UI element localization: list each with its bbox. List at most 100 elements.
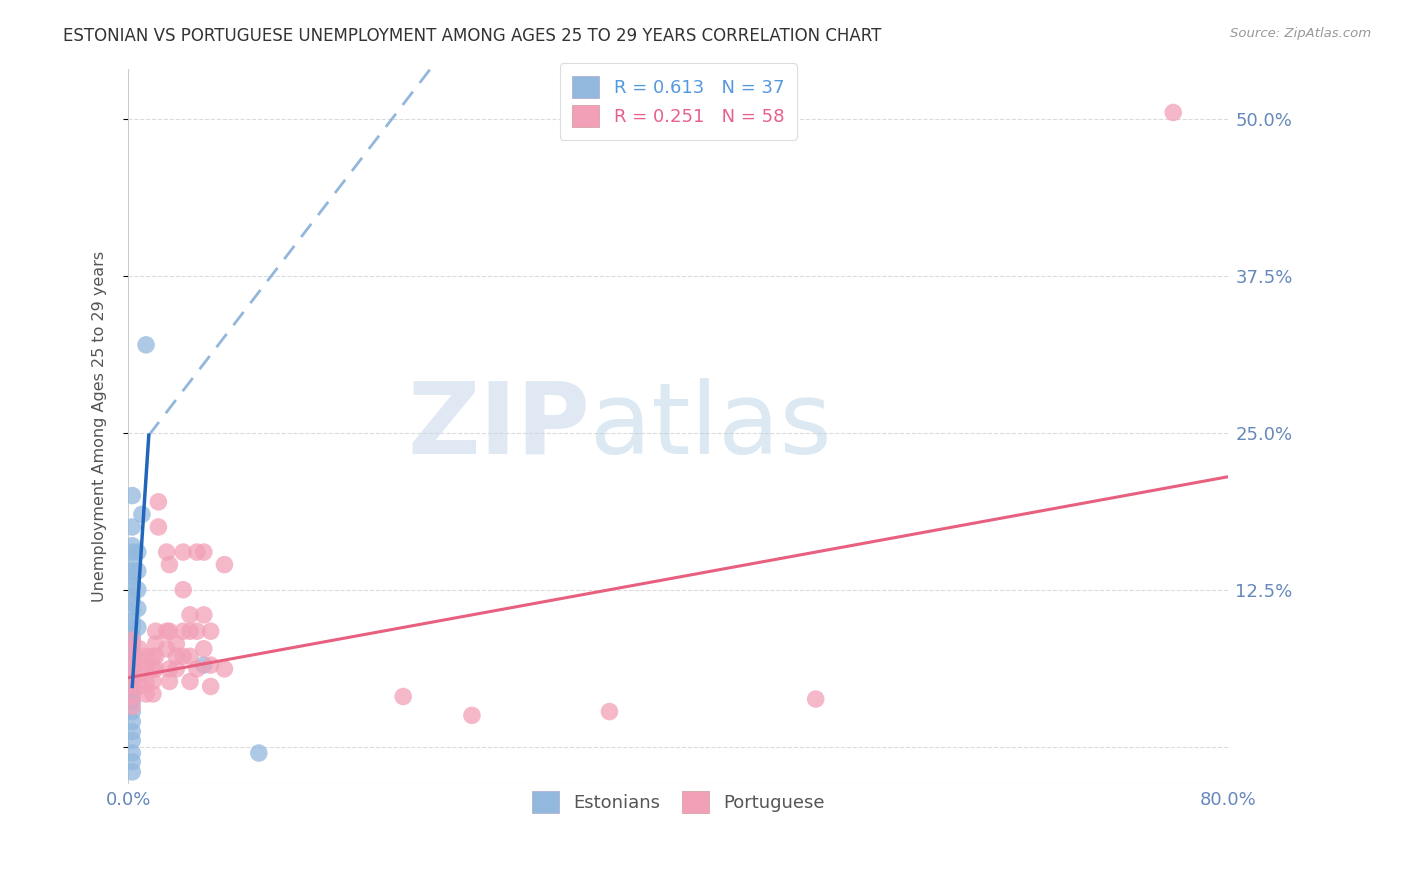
Point [128, 641, 150, 656]
Point [142, 674, 165, 689]
Point [135, 649, 157, 664]
Point [145, 662, 167, 676]
Point [121, 671, 143, 685]
Point [121, 662, 143, 676]
Point [145, 649, 167, 664]
Point [200, 680, 222, 694]
Point [142, 687, 165, 701]
Point [179, 624, 201, 639]
Point [127, 620, 149, 634]
Point [121, 545, 143, 559]
Point [214, 662, 236, 676]
Point [200, 658, 222, 673]
Point [121, 646, 143, 660]
Point [121, 652, 143, 666]
Point [214, 558, 236, 572]
Point [121, 724, 143, 739]
Point [121, 564, 143, 578]
Legend: Estonians, Portuguese: Estonians, Portuguese [519, 778, 838, 825]
Point [179, 607, 201, 622]
Point [128, 666, 150, 681]
Point [156, 624, 179, 639]
Point [165, 637, 187, 651]
Point [193, 641, 215, 656]
Point [461, 708, 484, 723]
Point [157, 558, 180, 572]
Point [121, 746, 143, 760]
Point [172, 582, 194, 597]
Point [121, 539, 143, 553]
Point [121, 489, 143, 503]
Point [121, 654, 143, 668]
Point [392, 690, 415, 704]
Point [128, 680, 150, 694]
Point [121, 520, 143, 534]
Point [148, 495, 170, 509]
Point [193, 658, 215, 673]
Point [193, 607, 215, 622]
Point [179, 674, 201, 689]
Point [121, 614, 143, 628]
Point [121, 595, 143, 609]
Point [121, 674, 143, 689]
Point [172, 545, 194, 559]
Point [1161, 105, 1184, 120]
Point [157, 624, 180, 639]
Point [127, 564, 149, 578]
Point [247, 746, 270, 760]
Point [186, 545, 208, 559]
Point [135, 687, 157, 701]
Point [121, 733, 143, 747]
Point [127, 582, 149, 597]
Point [121, 684, 143, 698]
Point [148, 520, 170, 534]
Point [121, 641, 143, 656]
Point [127, 601, 149, 615]
Point [121, 699, 143, 714]
Text: ZIP: ZIP [408, 378, 591, 475]
Point [128, 654, 150, 668]
Point [121, 764, 143, 779]
Point [186, 662, 208, 676]
Point [121, 554, 143, 568]
Point [179, 649, 201, 664]
Point [145, 637, 167, 651]
Point [121, 579, 143, 593]
Point [804, 692, 827, 706]
Point [121, 705, 143, 719]
Text: atlas: atlas [591, 378, 832, 475]
Point [135, 674, 157, 689]
Point [121, 589, 143, 603]
Point [121, 632, 143, 647]
Point [121, 680, 143, 694]
Point [121, 637, 143, 651]
Point [131, 508, 153, 522]
Point [121, 604, 143, 618]
Point [200, 624, 222, 639]
Text: ESTONIAN VS PORTUGUESE UNEMPLOYMENT AMONG AGES 25 TO 29 YEARS CORRELATION CHART: ESTONIAN VS PORTUGUESE UNEMPLOYMENT AMON… [63, 27, 882, 45]
Point [156, 545, 179, 559]
Point [121, 694, 143, 708]
Point [135, 662, 157, 676]
Point [157, 662, 180, 676]
Point [121, 755, 143, 769]
Point [165, 649, 187, 664]
Point [165, 662, 187, 676]
Point [172, 624, 194, 639]
Point [121, 690, 143, 704]
Point [193, 545, 215, 559]
Point [121, 714, 143, 729]
Point [121, 620, 143, 634]
Point [172, 649, 194, 664]
Point [121, 570, 143, 584]
Point [157, 674, 180, 689]
Point [142, 649, 165, 664]
Point [145, 624, 167, 639]
Y-axis label: Unemployment Among Ages 25 to 29 years: Unemployment Among Ages 25 to 29 years [93, 251, 107, 602]
Point [121, 629, 143, 643]
Point [121, 665, 143, 679]
Point [156, 641, 179, 656]
Point [598, 705, 620, 719]
Point [135, 338, 157, 352]
Point [186, 624, 208, 639]
